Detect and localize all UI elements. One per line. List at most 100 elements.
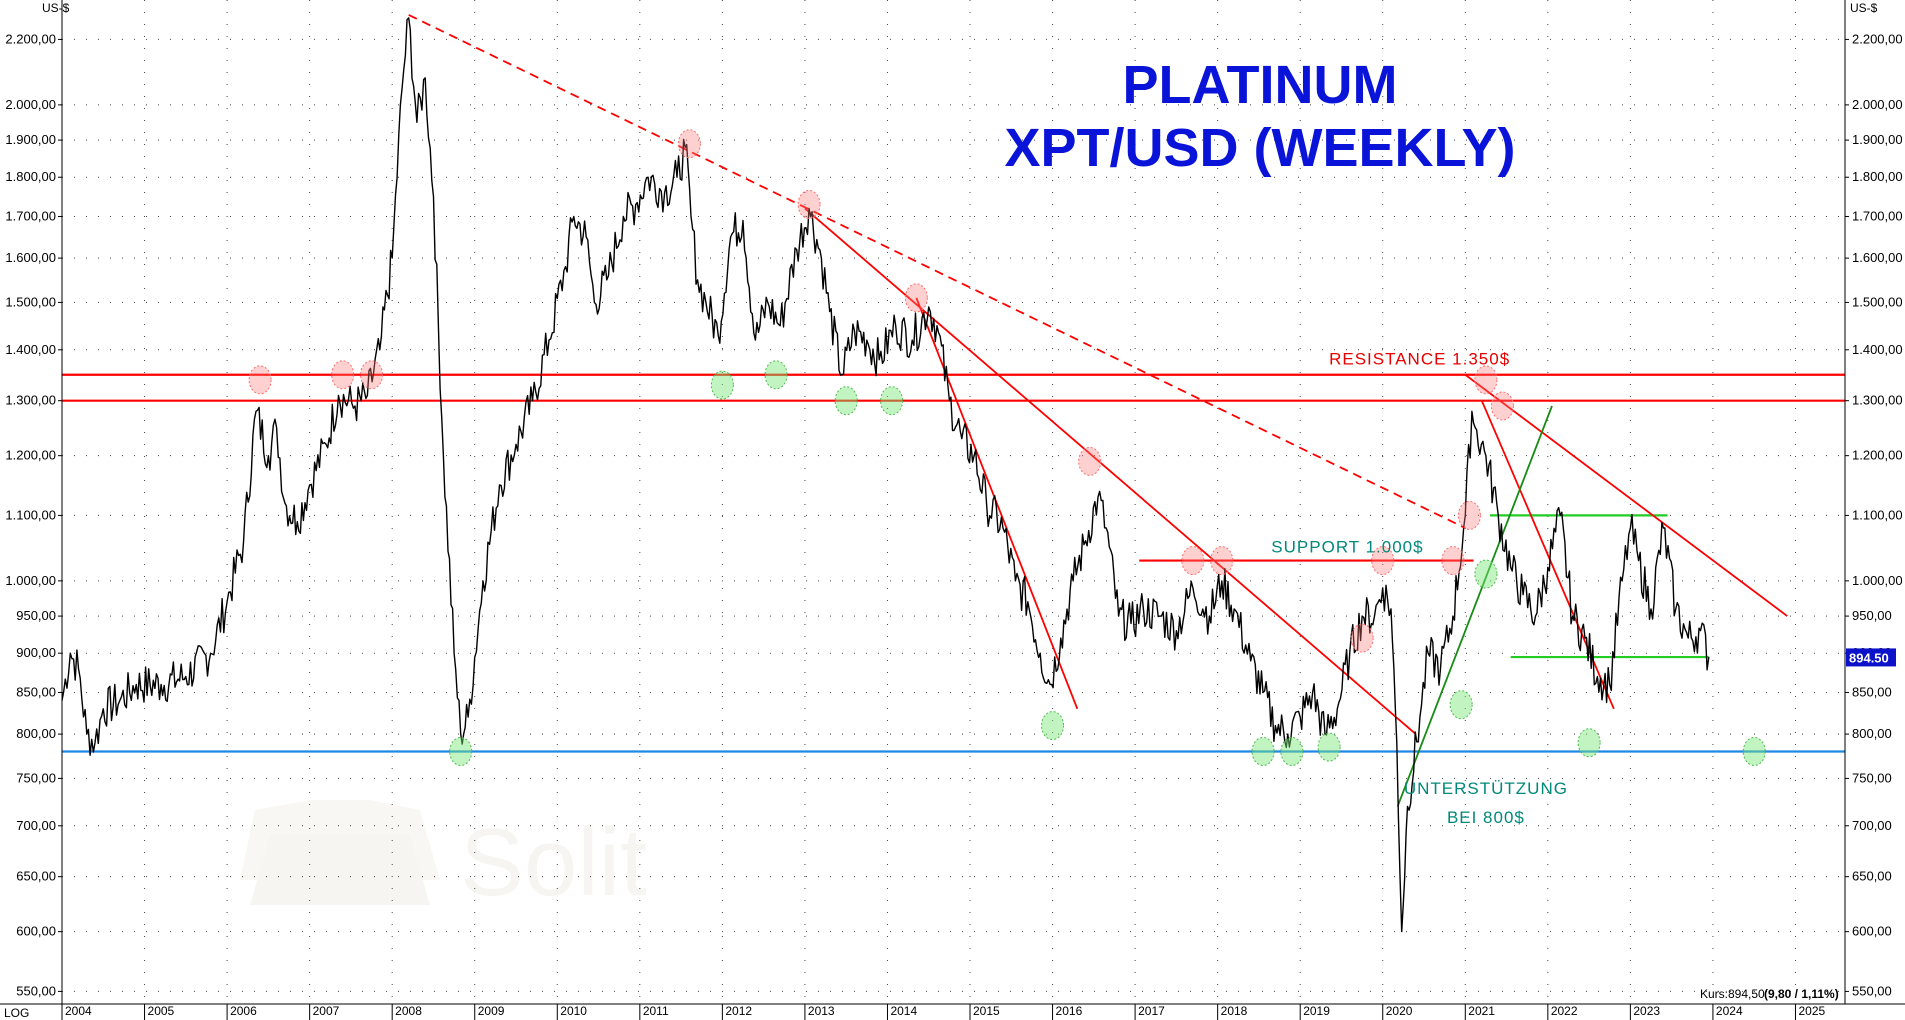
y-tick-label: 1.500,00 xyxy=(1852,294,1903,309)
y-tick-label: 1.900,00 xyxy=(1852,132,1903,147)
pivot-low-marker xyxy=(1280,736,1304,766)
pivot-high-marker xyxy=(1441,546,1465,576)
last-price-tag: 894.50 xyxy=(1846,648,1896,667)
pivot-high-marker xyxy=(1474,365,1498,395)
trend-line xyxy=(804,207,1417,735)
y-tick-label: 700,00 xyxy=(16,818,56,833)
pivot-low-marker xyxy=(710,370,734,400)
pivot-high-marker xyxy=(1371,546,1395,576)
x-tick-label: 2013 xyxy=(808,1004,835,1018)
x-tick-label: 2005 xyxy=(148,1004,175,1018)
y-tick-label: 1.300,00 xyxy=(5,393,56,408)
trend-line xyxy=(1464,374,1788,617)
y-tick-label: 650,00 xyxy=(16,869,56,884)
y-tick-label: 600,00 xyxy=(1852,924,1892,939)
y-tick-label: 550,00 xyxy=(16,983,56,998)
y-tick-label: 1.100,00 xyxy=(5,507,56,522)
x-tick-label: 2007 xyxy=(313,1004,340,1018)
pivot-low-marker xyxy=(1474,559,1498,589)
y-tick-label: 2.200,00 xyxy=(5,31,56,46)
y-unit-left: US-$ xyxy=(42,1,70,15)
y-tick-label: 1.100,00 xyxy=(1852,507,1903,522)
resistance-label: RESISTANCE 1.350$ xyxy=(1329,350,1510,369)
x-tick-label: 2023 xyxy=(1633,1004,1660,1018)
x-tick-label: 2017 xyxy=(1138,1004,1165,1018)
trend-line xyxy=(915,297,1079,710)
watermark-text: Solit xyxy=(460,809,647,916)
y-axis-left: 550,00 600,00 650,00 700,00 750,00 800,00 850,… xyxy=(5,31,62,998)
pivot-high-marker xyxy=(331,360,355,390)
x-tick-label: 2015 xyxy=(973,1004,1000,1018)
x-tick-label: 2016 xyxy=(1056,1004,1083,1018)
y-tick-label: 1.300,00 xyxy=(1852,393,1903,408)
pivot-high-marker xyxy=(1078,446,1102,476)
x-tick-label: 2019 xyxy=(1303,1004,1330,1018)
y-tick-label: 2.000,00 xyxy=(1852,97,1903,112)
kurs-change: (9,80 / 1,11%) xyxy=(1764,987,1839,1001)
pivot-low-marker xyxy=(764,360,788,390)
pivot-low-marker xyxy=(1742,736,1766,766)
y-tick-label: 1.600,00 xyxy=(1852,250,1903,265)
x-tick-label: 2011 xyxy=(643,1004,669,1018)
pivot-high-marker xyxy=(677,129,701,159)
trend-line xyxy=(1396,405,1553,807)
price-line xyxy=(61,17,1710,933)
unterstuetzung-label: UNTERSTÜTZUNG xyxy=(1404,779,1568,798)
y-tick-label: 750,00 xyxy=(1852,770,1892,785)
x-tick-label: 2018 xyxy=(1221,1004,1248,1018)
pivot-high-marker xyxy=(1181,546,1205,576)
pivot-low-marker xyxy=(1577,728,1601,758)
pivot-markers xyxy=(248,129,1766,766)
trend-line xyxy=(408,14,1466,529)
x-tick-label: 2021 xyxy=(1468,1004,1495,1018)
x-axis: 2004 2005 2006 2007 2008 2009 2010 2011 2012 2013… xyxy=(61,1004,1825,1020)
y-tick-label: 800,00 xyxy=(16,726,56,741)
pivot-high-marker xyxy=(360,360,384,390)
y-tick-label: 800,00 xyxy=(1852,726,1892,741)
y-tick-label: 550,00 xyxy=(1852,983,1892,998)
horizontal-levels xyxy=(62,373,1845,753)
x-tick-label: 2009 xyxy=(478,1004,505,1018)
y-tick-label: 1.200,00 xyxy=(1852,448,1903,463)
y-tick-label: 1.400,00 xyxy=(1852,342,1903,357)
pivot-low-marker xyxy=(1251,736,1275,766)
y-tick-label: 1.000,00 xyxy=(1852,573,1903,588)
y-tick-label: 1.600,00 xyxy=(5,250,56,265)
y-tick-label: 850,00 xyxy=(16,684,56,699)
y-tick-label: 1.500,00 xyxy=(5,294,56,309)
x-tick-label: 2022 xyxy=(1551,1004,1578,1018)
pivot-low-marker xyxy=(1317,732,1341,762)
y-tick-label: 1.200,00 xyxy=(5,448,56,463)
pivot-low-marker xyxy=(1449,690,1473,720)
y-tick-label: 750,00 xyxy=(16,770,56,785)
x-tick-label: 2010 xyxy=(560,1004,587,1018)
x-tick-label: 2024 xyxy=(1716,1004,1743,1018)
pivot-low-marker xyxy=(880,386,904,416)
x-tick-label: 2008 xyxy=(395,1004,422,1018)
y-tick-label: 2.200,00 xyxy=(1852,31,1903,46)
chart-title: PLATINUM xyxy=(1123,55,1398,115)
y-tick-label: 1.700,00 xyxy=(1852,208,1903,223)
pivot-high-marker xyxy=(1457,500,1481,530)
pivot-low-marker xyxy=(449,736,473,766)
support-label: SUPPORT 1.000$ xyxy=(1271,538,1423,557)
y-tick-label: 650,00 xyxy=(1852,869,1892,884)
kurs-label: Kurs:894,50 xyxy=(1700,987,1765,1001)
price-series xyxy=(61,17,1710,933)
last-price-box xyxy=(1846,648,1896,667)
y-tick-label: 1.900,00 xyxy=(5,132,56,147)
x-tick-label: 2004 xyxy=(65,1004,92,1018)
pivot-high-marker xyxy=(904,283,928,313)
x-tick-label: 2014 xyxy=(890,1004,917,1018)
chart-subtitle: XPT/USD (WEEKLY) xyxy=(1004,118,1515,178)
y-tick-label: 1.400,00 xyxy=(5,342,56,357)
y-tick-label: 1.800,00 xyxy=(1852,169,1903,184)
pivot-high-marker xyxy=(797,189,821,219)
y-tick-label: 850,00 xyxy=(1852,684,1892,699)
last-price-value: 894.50 xyxy=(1849,650,1889,665)
pivot-high-marker xyxy=(248,365,272,395)
y-tick-label: 700,00 xyxy=(1852,818,1892,833)
pivot-high-marker xyxy=(1350,623,1374,653)
x-tick-label: 2006 xyxy=(230,1004,257,1018)
